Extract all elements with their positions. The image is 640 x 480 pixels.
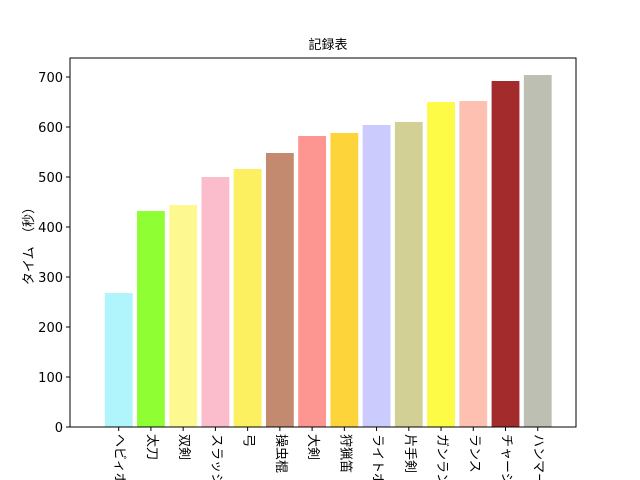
x-tick-label: 大剣 [305, 434, 320, 460]
y-tick-label: 600 [38, 121, 63, 136]
x-tick-label: 弓 [241, 434, 256, 447]
y-tick-label: 500 [38, 171, 63, 186]
bar [394, 122, 423, 427]
bar [362, 125, 391, 427]
y-axis-label: タイム （秒） [22, 201, 37, 285]
y-tick-label: 100 [38, 371, 63, 386]
y-tick-label: 300 [38, 271, 63, 286]
x-tick-label: 狩猟笛 [337, 434, 353, 473]
bar [201, 177, 230, 427]
y-tick-label: 400 [38, 221, 63, 236]
y-tick-label: 0 [55, 421, 63, 436]
bar [104, 293, 133, 427]
bar [427, 102, 455, 427]
x-tick-label: スラッシュ [208, 434, 223, 480]
x-tick-label: 双剣 [176, 434, 191, 460]
x-tick-label: 操虫棍 [273, 434, 289, 473]
x-tick-label: ライトボウ [370, 434, 385, 480]
bar [459, 101, 488, 427]
bar [169, 205, 198, 427]
bar [491, 81, 520, 427]
chart-title: 記録表 [308, 37, 347, 53]
bar [137, 211, 165, 427]
bar [523, 75, 552, 427]
x-tick-label: 片手剣 [402, 434, 417, 473]
x-tick-label: ヘビィボウ [112, 434, 127, 480]
y-tick-label: 200 [38, 321, 63, 336]
plot-frame [69, 57, 577, 428]
x-tick-label: ハンマー [531, 434, 546, 480]
x-tick-label: 太刀 [144, 434, 159, 460]
x-tick-label: ガンランス [434, 434, 449, 480]
x-tick-label: ランス [466, 434, 481, 473]
bar [265, 153, 294, 427]
x-tick-label: チャージ [499, 434, 514, 480]
bar [298, 136, 327, 427]
bar [330, 133, 359, 427]
y-tick-label: 700 [38, 71, 63, 86]
bar [233, 169, 262, 427]
